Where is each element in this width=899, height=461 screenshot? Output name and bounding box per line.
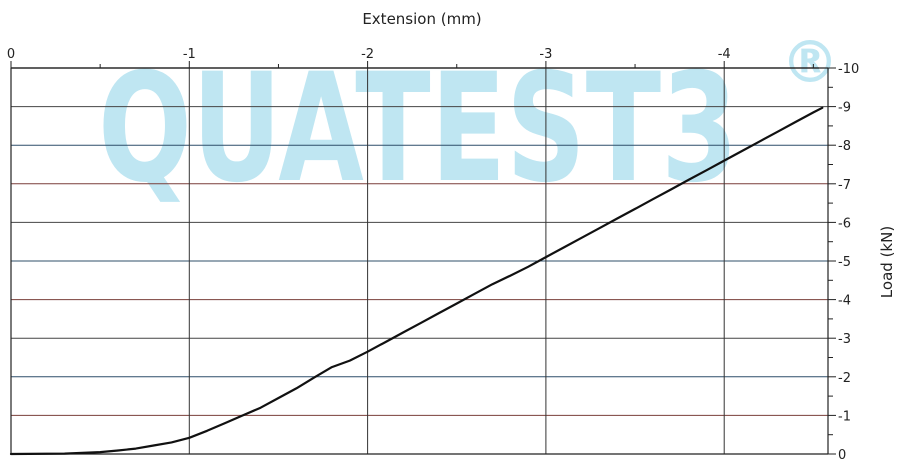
y-tick-label: 0 [838,448,846,461]
y-tick-label: -10 [838,62,859,77]
x-tick-label: 0 [7,47,15,62]
x-tick-label: -3 [539,47,552,62]
watermark-registered-mark: ® [781,28,839,96]
x-tick-label: -4 [718,47,731,62]
watermark-text: QUATEST3 [98,42,738,216]
series-group [9,106,824,456]
x-axis-title: Extension (mm) [362,10,481,28]
x-tick-label: -2 [361,47,374,62]
load-extension-curve [9,106,824,456]
y-tick-label: -6 [838,216,851,231]
watermark: QUATEST3 ® [98,28,839,216]
y-tick-label: -2 [838,371,851,386]
y-ticks: 0 -1 -2 -3 -4 -5 -6 -7 -8 -9 -10 [828,62,859,461]
x-tick-label: -1 [183,47,196,62]
y-tick-label: -3 [838,332,851,347]
x-ticks: 0 -1 -2 -3 -4 [7,47,814,68]
vertical-gridlines [188,68,725,454]
y-tick-label: -5 [838,255,851,270]
y-axis-title: Load (kN) [878,226,896,298]
y-tick-label: -7 [838,178,851,193]
y-tick-label: -4 [838,294,851,309]
y-tick-label: -8 [838,139,851,154]
y-tick-label: -9 [838,101,851,116]
y-tick-label: -1 [838,409,851,424]
horizontal-gridlines [11,67,828,416]
